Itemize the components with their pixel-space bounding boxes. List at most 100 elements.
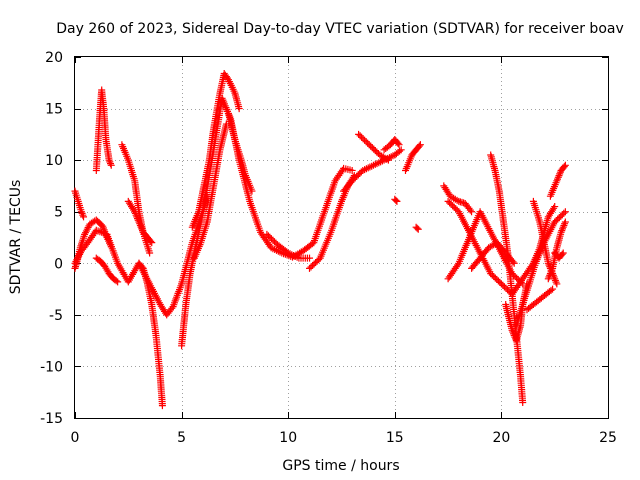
data-point — [348, 177, 356, 185]
data-point — [546, 271, 554, 279]
data-point — [415, 142, 423, 150]
data-point — [107, 243, 115, 251]
data-point — [561, 220, 569, 228]
data-point — [513, 274, 521, 282]
data-point — [392, 196, 400, 204]
data-point — [544, 259, 552, 267]
data-point — [309, 262, 317, 269]
data-point — [559, 225, 566, 233]
data-point — [348, 166, 356, 174]
data-point — [263, 230, 271, 238]
data-point — [358, 133, 366, 141]
data-point — [367, 142, 375, 150]
data-point — [248, 187, 256, 195]
data-point — [354, 171, 362, 179]
x-tick-label: 20 — [492, 430, 510, 446]
data-point — [558, 227, 566, 235]
data-point — [556, 170, 564, 178]
y-tick-label: -10 — [40, 359, 63, 375]
y-axis-label: SDTVAR / TECUs — [8, 180, 24, 295]
y-tick-label: 20 — [45, 50, 63, 66]
data-point — [559, 223, 567, 231]
data-point — [517, 278, 525, 286]
data-point — [552, 278, 560, 286]
data-point — [373, 148, 381, 156]
data-point — [557, 228, 565, 236]
data-point — [274, 247, 282, 255]
data-point — [560, 163, 568, 171]
data-point — [497, 280, 505, 288]
axis-ticks: 0 5 10 15 20 25 -15 -10 -5 0 5 10 15 20 — [40, 50, 617, 446]
data-point — [394, 139, 402, 147]
data-point — [510, 330, 517, 338]
data-point — [396, 147, 404, 155]
y-tick-label: 0 — [54, 256, 63, 272]
data-point — [114, 278, 122, 286]
data-point — [549, 285, 557, 293]
data-point — [138, 225, 146, 233]
data-point — [545, 273, 553, 281]
data-point — [551, 277, 559, 284]
y-tick-label: -5 — [49, 308, 63, 324]
data-point — [353, 172, 361, 180]
data-point — [362, 138, 370, 146]
chart-title: Day 260 of 2023, Sidereal Day-to-day VTE… — [56, 21, 624, 37]
data-point — [496, 278, 504, 286]
data-point — [83, 225, 91, 233]
y-tick-label: 10 — [45, 153, 63, 169]
data-point — [168, 304, 176, 312]
data-point — [307, 263, 315, 271]
data-point — [107, 161, 115, 169]
grid — [75, 57, 608, 418]
x-tick-label: 10 — [279, 430, 297, 446]
data-point — [395, 141, 403, 149]
data-point — [306, 254, 314, 262]
data-point — [147, 237, 155, 245]
data-point — [135, 218, 143, 226]
x-tick-label: 5 — [177, 430, 186, 446]
data-point — [131, 208, 139, 216]
data-point — [453, 196, 461, 204]
data-point — [77, 208, 85, 216]
data-point — [519, 399, 527, 407]
data-point — [132, 211, 140, 219]
data-point — [558, 211, 566, 219]
data-point — [148, 239, 156, 247]
data-point — [416, 141, 424, 149]
x-axis-label: GPS time / hours — [282, 458, 399, 474]
data-point — [393, 197, 401, 205]
data-point — [107, 160, 114, 168]
y-tick-label: 15 — [45, 102, 63, 118]
data-point — [551, 275, 559, 283]
data-point — [547, 286, 555, 294]
data-point — [447, 200, 455, 208]
data-point — [559, 249, 567, 257]
data-point — [138, 263, 146, 271]
data-point — [554, 173, 562, 181]
data-point — [414, 225, 422, 233]
data-point — [158, 402, 166, 410]
data-point — [491, 274, 499, 282]
data-point — [364, 164, 372, 172]
x-tick-label: 0 — [71, 430, 80, 446]
data-point — [368, 144, 376, 152]
data-point — [508, 326, 516, 334]
y-tick-label: -15 — [40, 411, 63, 427]
data-point — [552, 217, 560, 225]
data-point — [397, 146, 405, 154]
data-point — [288, 251, 296, 259]
data-point — [413, 224, 421, 232]
data-point — [551, 203, 559, 211]
data-point — [560, 209, 568, 217]
data-marks — [71, 70, 569, 410]
data-point — [561, 218, 569, 226]
data-point — [112, 277, 120, 285]
data-point — [134, 216, 142, 224]
data-point — [449, 202, 457, 210]
y-tick-label: 5 — [54, 205, 63, 221]
data-point — [468, 208, 476, 216]
data-point — [133, 213, 141, 221]
data-point — [313, 257, 321, 265]
data-point — [136, 222, 144, 229]
